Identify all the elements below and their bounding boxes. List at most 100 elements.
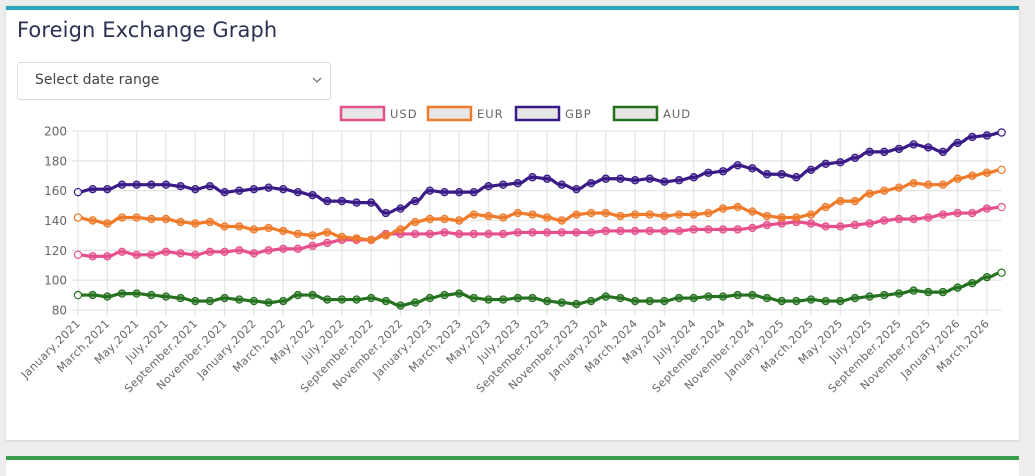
data-point-eur[interactable] [792, 213, 801, 222]
data-point-usd[interactable] [498, 229, 508, 239]
data-point-usd[interactable] [132, 250, 141, 260]
data-point-gbp[interactable] [762, 170, 772, 179]
data-point-eur[interactable] [645, 210, 654, 219]
data-point-eur[interactable] [616, 211, 625, 221]
data-point-eur[interactable] [997, 165, 1006, 174]
data-point-eur[interactable] [880, 186, 889, 195]
data-point-aud[interactable] [161, 292, 171, 301]
data-point-aud[interactable] [806, 295, 816, 304]
data-point-usd[interactable] [836, 222, 845, 231]
data-point-aud[interactable] [469, 293, 479, 303]
data-point-eur[interactable] [147, 214, 156, 224]
data-point-aud[interactable] [821, 296, 830, 306]
data-point-gbp[interactable] [498, 180, 508, 189]
data-point-aud[interactable] [704, 292, 713, 301]
data-point-aud[interactable] [308, 290, 317, 300]
data-point-usd[interactable] [821, 222, 830, 231]
data-point-gbp[interactable] [279, 184, 288, 194]
data-point-gbp[interactable] [161, 180, 171, 189]
data-point-usd[interactable] [513, 228, 523, 237]
data-point-gbp[interactable] [513, 179, 523, 188]
data-point-gbp[interactable] [191, 184, 200, 194]
data-point-aud[interactable] [880, 290, 889, 300]
legend-item-eur[interactable]: EUR [426, 105, 504, 122]
data-point-aud[interactable] [645, 296, 654, 306]
data-point-gbp[interactable] [249, 184, 259, 194]
data-point-usd[interactable] [850, 220, 860, 230]
data-point-aud[interactable] [836, 296, 845, 306]
data-point-usd[interactable] [601, 226, 610, 236]
data-point-gbp[interactable] [689, 173, 698, 182]
data-point-gbp[interactable] [953, 138, 962, 148]
data-point-aud[interactable] [616, 293, 625, 303]
data-point-aud[interactable] [572, 299, 581, 309]
data-point-eur[interactable] [601, 208, 610, 218]
data-point-gbp[interactable] [718, 167, 728, 176]
data-point-eur[interactable] [542, 213, 552, 222]
data-point-usd[interactable] [953, 208, 962, 218]
data-point-gbp[interactable] [733, 161, 742, 170]
data-point-usd[interactable] [586, 228, 596, 237]
data-point-gbp[interactable] [850, 153, 860, 163]
data-point-usd[interactable] [469, 229, 479, 239]
data-point-eur[interactable] [630, 210, 640, 219]
data-point-gbp[interactable] [205, 181, 215, 191]
data-point-usd[interactable] [674, 226, 684, 236]
data-point-aud[interactable] [924, 287, 933, 297]
data-point-usd[interactable] [645, 226, 654, 236]
data-point-eur[interactable] [454, 216, 464, 225]
data-point-usd[interactable] [161, 247, 171, 257]
data-point-usd[interactable] [938, 210, 948, 219]
data-point-aud[interactable] [352, 295, 361, 304]
data-point-aud[interactable] [381, 296, 391, 306]
data-point-gbp[interactable] [880, 147, 889, 157]
data-point-usd[interactable] [176, 249, 185, 258]
data-point-gbp[interactable] [806, 165, 816, 174]
data-point-gbp[interactable] [117, 180, 127, 189]
data-point-aud[interactable] [982, 272, 992, 282]
data-point-aud[interactable] [396, 301, 405, 310]
data-point-gbp[interactable] [440, 187, 449, 197]
data-point-aud[interactable] [733, 290, 742, 300]
data-point-aud[interactable] [557, 298, 566, 307]
data-point-gbp[interactable] [425, 186, 435, 195]
data-point-usd[interactable] [249, 249, 259, 258]
data-point-eur[interactable] [191, 219, 200, 228]
data-point-usd[interactable] [454, 229, 464, 239]
data-point-usd[interactable] [220, 247, 229, 257]
data-point-aud[interactable] [865, 292, 874, 301]
data-point-usd[interactable] [894, 214, 904, 224]
data-point-eur[interactable] [806, 210, 816, 219]
data-point-aud[interactable] [689, 293, 698, 303]
data-point-aud[interactable] [147, 290, 156, 300]
data-point-usd[interactable] [117, 247, 127, 257]
data-point-gbp[interactable] [894, 144, 904, 154]
data-point-aud[interactable] [938, 287, 948, 297]
data-point-gbp[interactable] [968, 132, 977, 142]
data-point-usd[interactable] [704, 225, 713, 234]
data-point-aud[interactable] [850, 293, 860, 303]
data-point-eur[interactable] [718, 204, 728, 213]
data-point-aud[interactable] [337, 295, 347, 304]
data-point-gbp[interactable] [704, 168, 713, 177]
data-point-usd[interactable] [103, 252, 112, 261]
data-point-usd[interactable] [484, 229, 493, 239]
data-point-usd[interactable] [528, 228, 537, 237]
data-point-aud[interactable] [410, 298, 420, 307]
data-point-gbp[interactable] [308, 190, 317, 200]
data-point-aud[interactable] [498, 295, 508, 304]
data-point-eur[interactable] [367, 235, 376, 245]
legend-item-usd[interactable]: USD [339, 105, 418, 122]
data-point-gbp[interactable] [542, 174, 552, 183]
data-point-usd[interactable] [425, 229, 435, 239]
data-point-usd[interactable] [440, 228, 449, 237]
data-point-aud[interactable] [279, 296, 288, 306]
data-point-eur[interactable] [909, 179, 918, 188]
data-point-aud[interactable] [792, 296, 801, 306]
data-point-eur[interactable] [396, 225, 405, 234]
data-point-gbp[interactable] [381, 208, 391, 218]
data-point-aud[interactable] [660, 296, 669, 306]
data-point-usd[interactable] [73, 250, 83, 260]
data-point-gbp[interactable] [777, 170, 786, 179]
data-point-gbp[interactable] [630, 176, 640, 185]
